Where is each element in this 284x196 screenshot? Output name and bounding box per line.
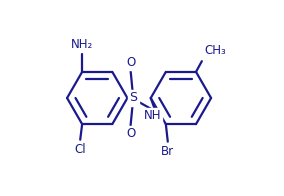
Text: Cl: Cl — [74, 143, 86, 156]
Text: Br: Br — [161, 145, 174, 158]
Text: CH₃: CH₃ — [205, 44, 227, 57]
Text: O: O — [127, 56, 136, 69]
Text: O: O — [127, 127, 136, 140]
Text: NH₂: NH₂ — [71, 38, 93, 51]
Text: NH: NH — [144, 109, 161, 122]
Text: S: S — [129, 92, 137, 104]
